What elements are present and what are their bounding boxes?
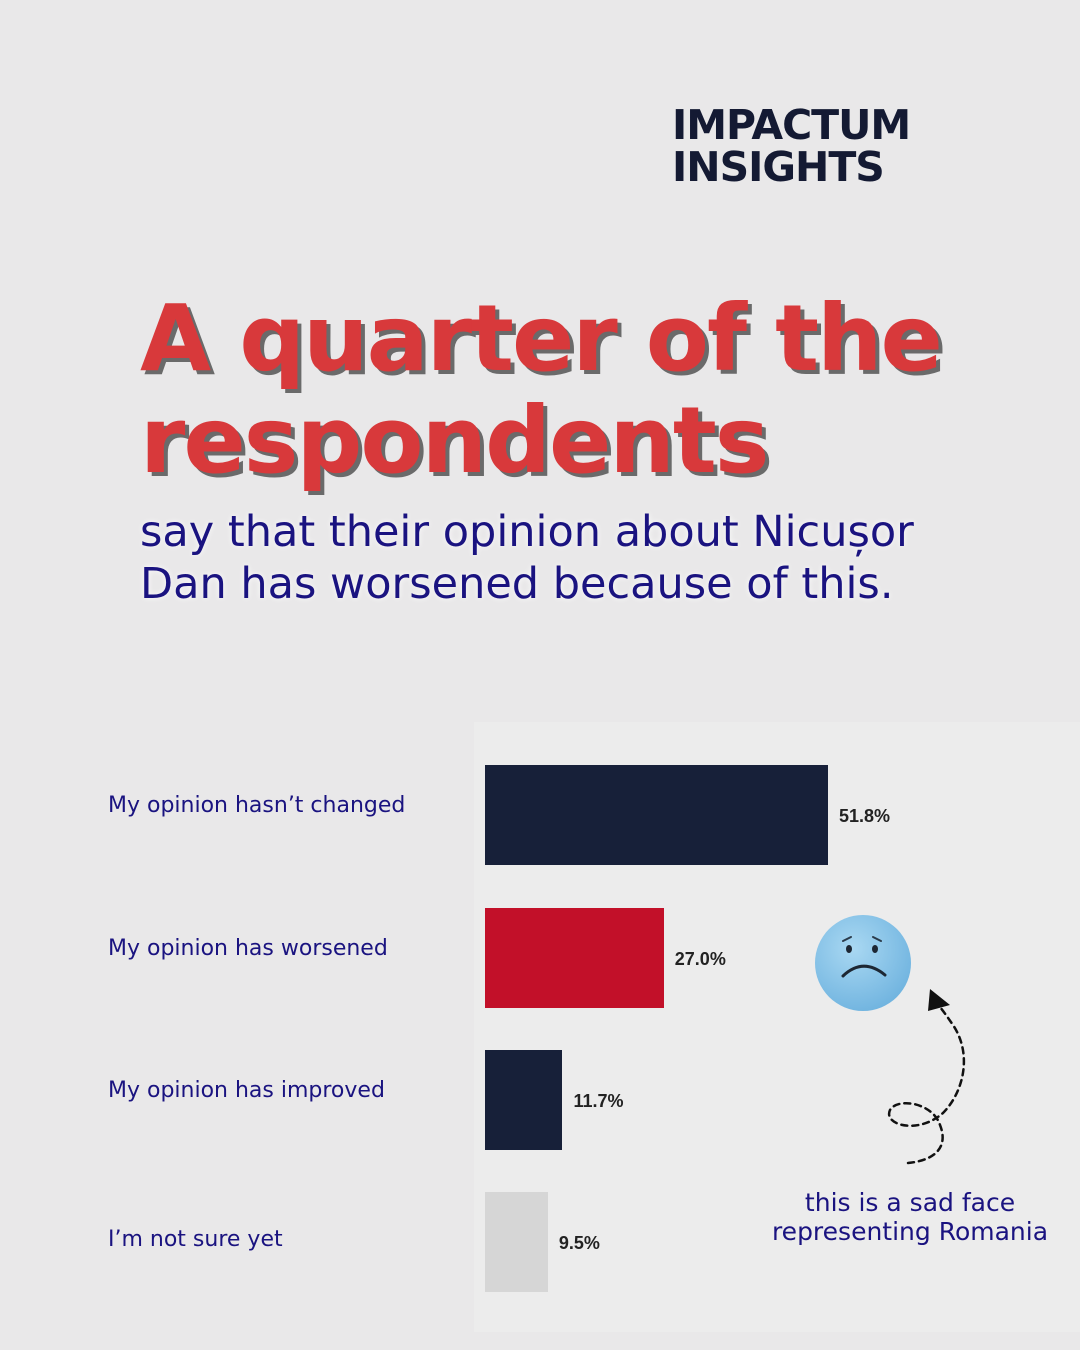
category-label: I’m not sure yet [108, 1227, 283, 1252]
category-label: My opinion has worsened [108, 936, 388, 961]
value-label: 9.5% [558, 1233, 600, 1253]
brand-logo: IMPACTUM INSIGHTS [672, 101, 911, 191]
brand-line-1: IMPACTUM [672, 101, 911, 149]
sad-face-icon [815, 915, 911, 1011]
bar [485, 1050, 563, 1150]
brand-line-2: INSIGHTS [672, 143, 885, 191]
dashed-arrow-icon [887, 989, 966, 1165]
bar [485, 765, 828, 865]
value-label: 11.7% [573, 1091, 624, 1111]
value-label: 51.8% [839, 806, 891, 826]
category-label: My opinion has improved [108, 1078, 385, 1103]
value-label: 27.0% [674, 949, 726, 969]
category-label: My opinion hasn’t changed [108, 793, 406, 818]
bar [485, 1192, 548, 1292]
subheadline: say that their opinion about Nicușor Dan… [140, 507, 914, 609]
bar [485, 908, 664, 1008]
annotation-note: this is a sad face representing Romania [771, 1188, 1049, 1246]
headline: A quarter of the respondents [140, 285, 943, 494]
